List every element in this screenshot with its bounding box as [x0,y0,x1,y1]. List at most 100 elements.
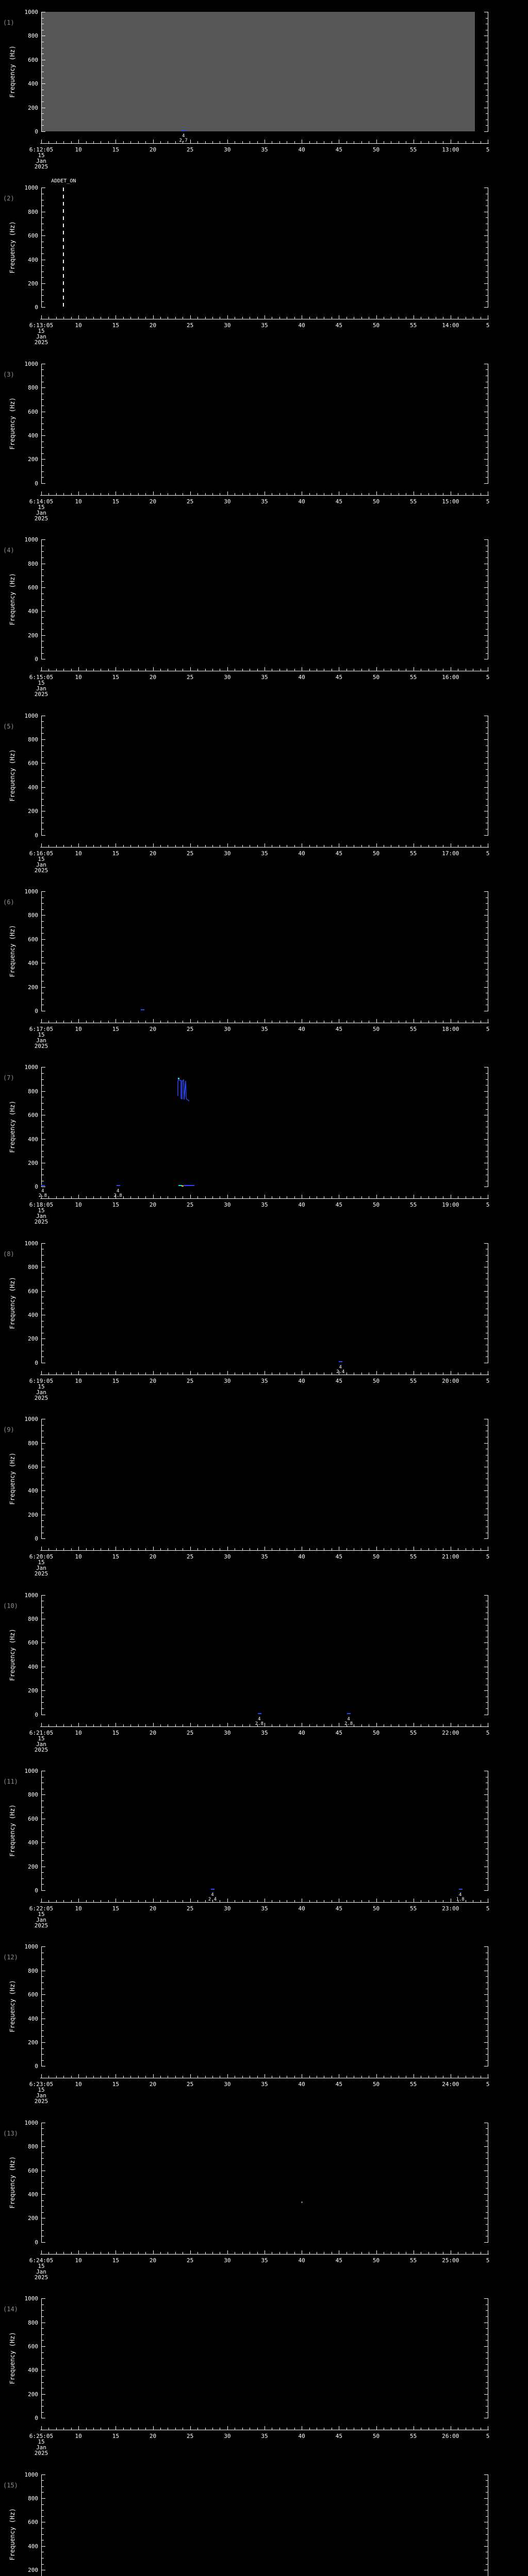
x-tick-label: 25 [187,2433,194,2440]
x-tick [294,669,295,671]
y-tick-label: 600 [28,1639,38,1647]
x-tick [123,1372,124,1375]
x-tick [78,667,79,671]
x-tick-label: 45 [335,1026,342,1032]
detection-label: 2.8 [255,1721,264,1726]
x-tick [212,1021,213,1023]
y-tick [486,2188,488,2189]
x-tick [309,1196,310,1199]
y-tick [42,605,44,606]
y-tick [484,635,488,636]
y-tick [486,897,488,898]
x-tick-label: 30 [224,1553,231,1561]
x-tick [130,1196,131,1199]
y-tick [486,2480,488,2481]
x-tick [227,140,228,143]
y-tick [42,113,44,114]
y-tick [486,2352,488,2353]
y-tick [42,1842,45,1843]
y-tick [42,787,45,788]
x-tick [71,1021,72,1023]
y-tick [486,2230,488,2231]
x-tick [41,1195,42,1199]
x-tick [93,2076,94,2078]
x-tick-label: 35 [261,1905,268,1912]
x-tick [153,491,154,495]
x-tick [346,141,347,143]
y-tick-label: 200 [28,808,38,815]
x-tick [41,1019,42,1023]
frequency-axis-label: Frequency (Hz) [9,1980,16,2032]
y-tick [486,2012,488,2013]
y-axis-left [41,1595,42,1715]
x-tick [145,844,146,847]
x-tick [242,844,243,847]
x-tick [361,1372,362,1375]
x-tick [123,1548,124,1551]
y-tick [486,1073,488,1074]
x-tick [197,1372,199,1375]
y-tick [484,2498,488,2499]
y-tick [484,1642,488,1643]
event-label: ADDET_ON [51,178,76,184]
y-tick [486,399,488,400]
x-tick [56,141,57,143]
x-tick [361,317,362,319]
x-axis [40,1726,489,1727]
x-tick [71,317,72,319]
x-tick [160,669,161,671]
y-tick [42,1079,44,1080]
x-tick-label: 15 [112,1553,119,1561]
x-tick-label: 15 [112,1026,119,1032]
x-tick-label: 10 [75,1729,82,1736]
x-tick [160,317,161,319]
x-tick [108,669,109,671]
y-tick [42,417,44,418]
y-tick [484,1139,488,1140]
x-tick-label: 55 [410,2433,417,2440]
y-axis-left [41,363,42,484]
y-tick [42,611,45,612]
frequency-axis-label: Frequency (Hz) [9,925,16,977]
x-tick [63,141,64,143]
x-tick [48,141,50,143]
x-tick [153,1722,154,1726]
x-tick [138,317,139,319]
x-tick-label: 25 [187,850,194,857]
x-tick [376,2074,377,2078]
frequency-axis-label: Frequency (Hz) [9,573,16,625]
y-tick [42,1425,44,1426]
x-tick [190,1722,191,1726]
x-tick [130,1548,131,1551]
time-start-label: 6:22:05 [29,1905,54,1912]
x-tick [212,1196,213,1199]
y-tick [42,235,45,236]
y-tick [42,2364,44,2365]
y-tick [486,477,488,478]
panel-index-label: (12) [3,1954,18,1961]
y-tick [42,2310,44,2311]
x-tick [242,1372,243,1375]
frequency-axis-label: Frequency (Hz) [9,397,16,450]
x-tick-label: 45 [335,1729,342,1736]
x-tick-label: 25 [187,1553,194,1561]
y-tick-label: 0 [35,1535,38,1543]
time-start-label: 6:19:05 [29,1377,54,1384]
detection-marker [339,1361,343,1362]
y-tick-label: 0 [35,304,38,311]
y-tick [486,1812,488,1814]
date-label: 15 [38,2087,45,2094]
y-tick [486,265,488,266]
y-tick [42,2054,44,2055]
detection-label: 2.8 [344,1721,353,1726]
y-tick-label: 200 [28,632,38,639]
x-tick [130,2251,131,2254]
y-tick [42,623,44,624]
y-tick-label: 1000 [24,2119,39,2126]
x-tick [63,2076,64,2078]
x-tick [41,1370,42,1375]
y-tick [42,2498,45,2499]
y-tick [42,369,44,370]
panel-index-label: (9) [3,1426,14,1434]
x-tick [160,1372,161,1375]
